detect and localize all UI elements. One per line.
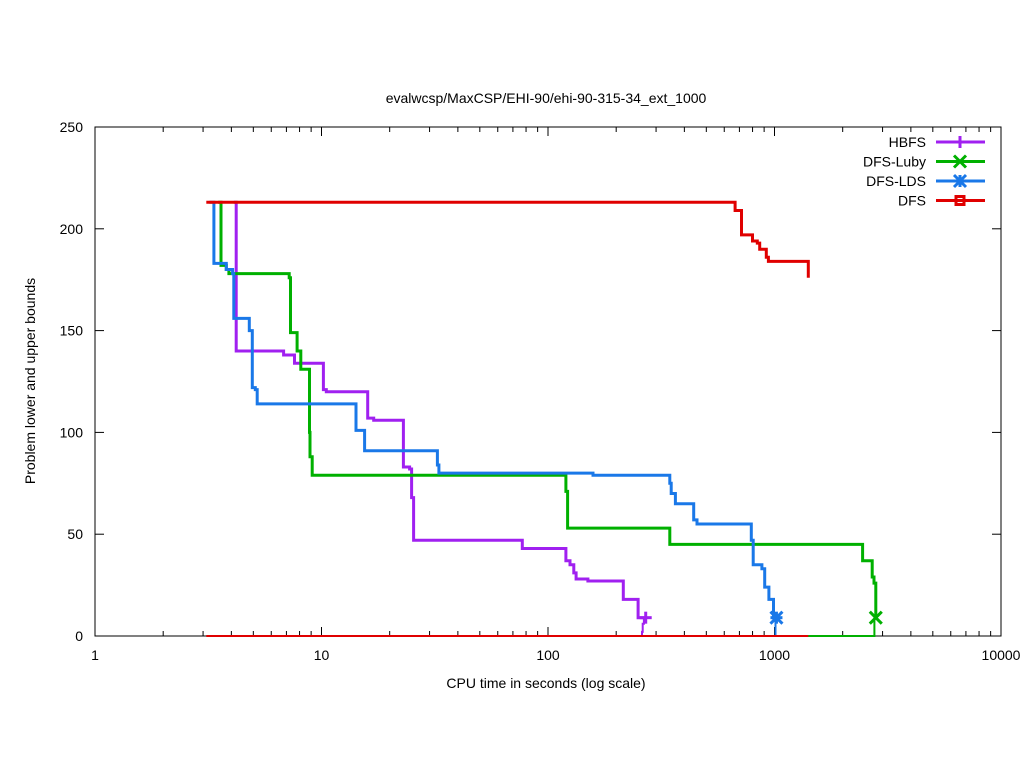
- legend-label-dfs-luby: DFS-Luby: [863, 154, 926, 170]
- x-tick-label: 1000: [759, 647, 790, 663]
- x-tick-label: 1: [91, 647, 99, 663]
- series-hbfs-lower-line: [233, 617, 645, 637]
- legend-label-hbfs: HBFS: [889, 134, 926, 150]
- series-dfs-lds: [209, 200, 784, 637]
- series-dfs: [206, 200, 810, 637]
- legend: HBFS DFS-Luby DFS-LDS DFS: [863, 134, 985, 209]
- legend-label-dfs: DFS: [898, 193, 926, 209]
- legend-label-dfs-lds: DFS-LDS: [866, 173, 926, 189]
- series-dfs-luby-end-marker: [868, 610, 883, 625]
- x-tick-label: 10: [314, 647, 330, 663]
- series-dfs-luby: [218, 200, 883, 637]
- axis-ticks: [94, 126, 1002, 637]
- y-axis-label: Problem lower and upper bounds: [22, 278, 38, 484]
- legend-marker-dfs: [954, 195, 966, 206]
- y-tick-label: 100: [60, 424, 84, 440]
- series-dfs-lds-end-marker: [769, 610, 784, 625]
- legend-entry-dfs-luby: DFS-Luby: [863, 154, 985, 170]
- y-tick-label: 150: [60, 323, 84, 339]
- series-hbfs-end-marker: [639, 611, 652, 624]
- series-dfs-lds-lower-line: [209, 617, 777, 637]
- series-hbfs: [233, 200, 652, 637]
- y-tick-label: 200: [60, 221, 84, 237]
- series-dfs-upper-line: [206, 200, 810, 278]
- chart-title: evalwcsp/MaxCSP/EHI-90/ehi-90-315-34_ext…: [386, 90, 707, 106]
- legend-entry-dfs-lds: DFS-LDS: [866, 173, 985, 189]
- x-tick-label: 100: [536, 647, 560, 663]
- legend-entry-hbfs: HBFS: [889, 134, 985, 150]
- tick-labels: 1 10 100 1000 10000 0 50 100 150 200 250: [60, 119, 1021, 663]
- y-tick-label: 50: [67, 526, 83, 542]
- x-axis-label: CPU time in seconds (log scale): [446, 675, 645, 691]
- x-tick-label: 10000: [982, 647, 1021, 663]
- series-hbfs-upper-line: [233, 200, 646, 620]
- y-tick-label: 0: [75, 628, 83, 644]
- y-tick-label: 250: [60, 119, 84, 135]
- legend-entry-dfs: DFS: [898, 193, 985, 209]
- series-dfs-lds-upper-line: [209, 200, 777, 620]
- legend-marker-dfs-luby: [952, 154, 968, 169]
- legend-marker-dfs-lds: [952, 173, 968, 189]
- series-dfs-luby-upper-line: [218, 200, 878, 618]
- series-layer: [206, 200, 883, 637]
- legend-marker-hbfs: [954, 136, 966, 148]
